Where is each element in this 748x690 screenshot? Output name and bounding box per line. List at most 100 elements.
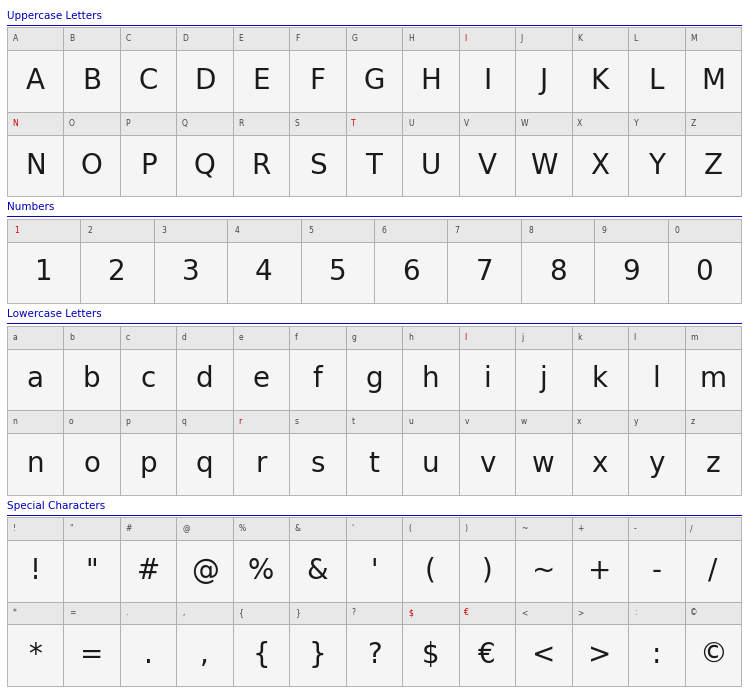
Bar xyxy=(154,241,227,304)
Text: 3: 3 xyxy=(182,259,200,286)
Text: {: { xyxy=(252,641,270,669)
Bar xyxy=(120,50,177,112)
Bar xyxy=(120,624,177,686)
Text: N: N xyxy=(25,152,46,179)
Text: B: B xyxy=(69,34,74,43)
Text: Z: Z xyxy=(690,119,696,128)
Text: x: x xyxy=(577,417,582,426)
Bar xyxy=(7,135,64,197)
Bar xyxy=(7,433,64,495)
Bar xyxy=(402,517,459,540)
Text: g: g xyxy=(365,366,383,393)
Bar xyxy=(571,348,628,411)
Text: a: a xyxy=(13,333,17,342)
Bar xyxy=(289,135,346,197)
Text: ©: © xyxy=(699,641,727,669)
Text: 9: 9 xyxy=(622,259,640,286)
Bar xyxy=(668,219,741,241)
Bar xyxy=(459,135,515,197)
Text: P: P xyxy=(140,152,156,179)
Text: L: L xyxy=(649,67,664,95)
Bar xyxy=(233,326,289,348)
Text: 7: 7 xyxy=(475,259,493,286)
Bar xyxy=(289,624,346,686)
Text: S: S xyxy=(309,152,326,179)
Bar xyxy=(459,50,515,112)
Text: /: / xyxy=(708,557,717,584)
Text: j: j xyxy=(539,366,548,393)
Bar xyxy=(594,241,668,304)
Text: <: < xyxy=(532,641,555,669)
Text: (: ( xyxy=(425,557,436,584)
Bar xyxy=(64,624,120,686)
Text: L: L xyxy=(634,34,638,43)
Text: ?: ? xyxy=(367,641,381,669)
Bar xyxy=(301,219,374,241)
Text: @: @ xyxy=(191,557,218,584)
Bar xyxy=(684,326,741,348)
Text: x: x xyxy=(592,450,608,478)
Bar xyxy=(346,540,402,602)
Text: f: f xyxy=(295,333,298,342)
Bar xyxy=(684,624,741,686)
Bar xyxy=(684,540,741,602)
Text: #: # xyxy=(137,557,160,584)
Text: 2: 2 xyxy=(88,226,93,235)
Text: J: J xyxy=(539,67,548,95)
Bar xyxy=(521,219,594,241)
Text: M: M xyxy=(690,34,697,43)
Text: c: c xyxy=(126,333,129,342)
Bar xyxy=(7,348,64,411)
Text: -: - xyxy=(634,524,637,533)
Bar xyxy=(120,517,177,540)
Text: G: G xyxy=(364,67,384,95)
Text: C: C xyxy=(126,34,131,43)
Bar xyxy=(628,112,684,135)
Bar xyxy=(628,624,684,686)
Text: q: q xyxy=(182,417,187,426)
Text: }: } xyxy=(309,641,326,669)
Bar xyxy=(684,411,741,433)
Text: b: b xyxy=(69,333,74,342)
Bar xyxy=(571,602,628,624)
Bar xyxy=(459,624,515,686)
Bar xyxy=(64,517,120,540)
Text: p: p xyxy=(139,450,157,478)
Text: ,: , xyxy=(200,641,209,669)
Bar xyxy=(628,50,684,112)
Text: G: G xyxy=(352,34,358,43)
Bar xyxy=(402,135,459,197)
Bar xyxy=(515,28,571,50)
Text: &: & xyxy=(307,557,328,584)
Bar xyxy=(120,411,177,433)
Bar xyxy=(628,540,684,602)
Bar xyxy=(177,326,233,348)
Bar xyxy=(515,135,571,197)
Bar xyxy=(521,241,594,304)
Bar xyxy=(571,112,628,135)
Text: r: r xyxy=(255,450,267,478)
Text: !: ! xyxy=(30,557,41,584)
Bar xyxy=(346,411,402,433)
Text: J: J xyxy=(521,34,523,43)
Text: -: - xyxy=(652,557,661,584)
Bar xyxy=(233,50,289,112)
Bar xyxy=(289,433,346,495)
Bar xyxy=(7,112,64,135)
Bar xyxy=(402,433,459,495)
Text: 4: 4 xyxy=(255,259,273,286)
Text: s: s xyxy=(295,417,299,426)
Bar xyxy=(402,540,459,602)
Bar xyxy=(459,517,515,540)
Bar xyxy=(374,241,447,304)
Bar xyxy=(346,602,402,624)
Text: +: + xyxy=(588,557,612,584)
Bar xyxy=(594,219,668,241)
Text: R: R xyxy=(239,119,244,128)
Bar xyxy=(402,411,459,433)
Bar xyxy=(233,624,289,686)
Text: 5: 5 xyxy=(308,226,313,235)
Bar xyxy=(684,50,741,112)
Bar xyxy=(64,411,120,433)
Bar xyxy=(120,112,177,135)
